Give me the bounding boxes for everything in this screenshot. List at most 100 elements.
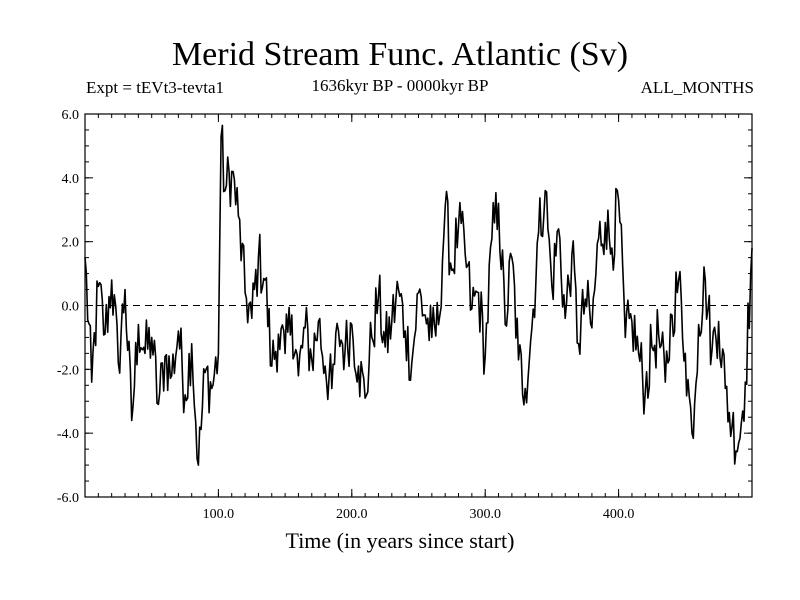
data-point — [451, 269, 453, 271]
data-point — [177, 330, 179, 332]
data-point — [424, 314, 426, 316]
months-label: ALL_MONTHS — [640, 78, 754, 97]
data-point — [144, 352, 146, 354]
data-point — [624, 336, 626, 339]
data-point — [471, 308, 473, 310]
data-point — [511, 257, 513, 259]
data-point — [611, 247, 613, 249]
axis-ticks — [84, 113, 753, 498]
data-point — [217, 352, 219, 354]
data-point — [377, 295, 380, 297]
data-point — [431, 336, 433, 339]
data-point — [684, 352, 686, 354]
data-point — [337, 330, 340, 332]
data-point — [391, 320, 393, 323]
data-point — [651, 346, 653, 348]
y-tick-label: 0.0 — [62, 300, 80, 315]
data-point — [497, 202, 500, 204]
data-point — [111, 279, 113, 281]
data-point — [97, 285, 99, 287]
data-point — [397, 288, 400, 291]
data-point — [484, 355, 486, 358]
y-tick-label: -2.0 — [57, 363, 79, 378]
data-point — [311, 359, 313, 361]
series-line — [84, 124, 753, 466]
y-tick-label: -4.0 — [57, 427, 79, 442]
data-point — [257, 257, 260, 259]
data-point — [151, 336, 153, 339]
data-point — [164, 355, 166, 358]
data-point — [404, 330, 406, 332]
data-point — [91, 381, 93, 383]
axis-tick-labels: 6.0 4.0 2.0 0.0 -2.0 -4.0 -6.0 100.0 200.0 300.0 4… — [57, 108, 635, 522]
data-point — [718, 320, 720, 323]
data-point — [577, 343, 580, 345]
data-point — [537, 231, 540, 233]
data-point — [664, 381, 666, 383]
data-point — [220, 135, 222, 137]
data-point — [211, 387, 213, 390]
data-point — [197, 464, 199, 466]
x-tick-label: 100.0 — [203, 507, 235, 522]
data-point — [297, 375, 300, 377]
data-point — [618, 199, 620, 201]
data-point — [371, 336, 373, 339]
y-tick-label: 2.0 — [62, 236, 80, 251]
time-range-label: 1636kyr BP - 0000kyr BP — [311, 76, 489, 95]
data-point — [171, 375, 173, 377]
data-point — [437, 324, 440, 326]
data-point — [117, 362, 119, 364]
data-point — [184, 394, 186, 396]
data-point — [84, 257, 86, 259]
data-point — [604, 221, 606, 224]
data-point — [324, 365, 326, 367]
data-point — [137, 324, 139, 326]
data-point — [464, 253, 466, 256]
data-point — [224, 190, 226, 192]
y-tick-label: -6.0 — [57, 491, 79, 506]
data-point — [731, 426, 733, 428]
data-point — [157, 403, 159, 406]
data-point — [104, 333, 106, 335]
data-point — [191, 343, 193, 345]
data-point — [364, 397, 366, 399]
data-point — [317, 320, 320, 323]
data-point — [331, 387, 333, 390]
data-point — [351, 324, 353, 326]
data-point — [704, 279, 706, 281]
data-point — [698, 324, 700, 326]
data-point — [477, 292, 480, 294]
data-point — [131, 419, 133, 421]
data-point — [557, 228, 560, 230]
data-point — [517, 359, 520, 361]
data-point — [264, 279, 266, 281]
data-point — [304, 327, 306, 329]
data-point — [524, 387, 526, 390]
data-point — [751, 247, 753, 249]
data-point — [678, 279, 680, 281]
data-point — [591, 327, 593, 329]
data-point — [124, 288, 126, 291]
data-point — [291, 314, 293, 316]
data-point — [344, 349, 346, 351]
x-tick-label: 200.0 — [336, 507, 368, 522]
data-point — [231, 170, 233, 173]
data-point — [744, 381, 746, 383]
data-point — [417, 292, 420, 294]
data-point — [504, 324, 506, 326]
data-point — [638, 352, 640, 354]
data-point — [711, 349, 713, 351]
data-point — [738, 442, 740, 444]
data-point — [551, 285, 553, 287]
data-point — [671, 314, 673, 316]
data-point — [564, 317, 566, 319]
data-point — [444, 205, 446, 208]
data-point — [357, 365, 360, 367]
data-point — [631, 320, 633, 323]
data-point — [384, 346, 386, 348]
data-point — [411, 362, 413, 364]
data-point — [597, 237, 600, 240]
data-point — [277, 333, 280, 335]
data-point — [691, 432, 693, 434]
